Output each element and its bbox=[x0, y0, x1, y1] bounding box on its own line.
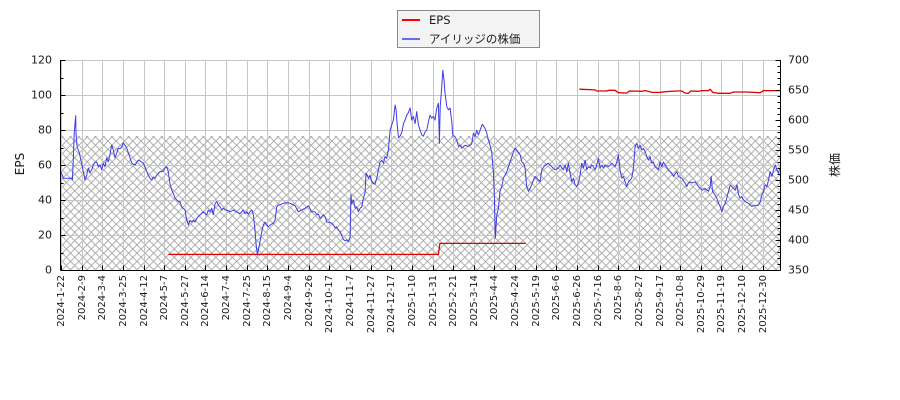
x-tick-label: 2024-11-7 bbox=[345, 275, 356, 327]
x-tick-label: 2024-8-15 bbox=[262, 275, 273, 327]
x-tick-label: 2025-12-10 bbox=[737, 275, 748, 333]
legend-swatch-blue-line-icon bbox=[402, 38, 420, 40]
x-tick-label: 2024-1-22 bbox=[56, 275, 67, 327]
x-tick-label: 2025-5-19 bbox=[531, 275, 542, 327]
x-tick-label: 2025-8-27 bbox=[634, 275, 645, 327]
y-axis-right-tick-labels: 350 400 450 500 550 600 650 700 bbox=[788, 54, 809, 277]
x-tick-label: 2024-6-14 bbox=[200, 275, 211, 327]
y-right-tick-label: 500 bbox=[788, 174, 809, 187]
legend-item-eps[interactable]: EPS bbox=[398, 11, 539, 29]
y-right-tick-label: 350 bbox=[788, 264, 809, 277]
x-tick-label: 2024-9-4 bbox=[283, 275, 294, 320]
hatch-region bbox=[61, 135, 780, 270]
x-tick-label: 2024-4-12 bbox=[139, 275, 150, 327]
x-tick-label: 2025-11-19 bbox=[716, 275, 727, 333]
x-tick-label: 2024-12-17 bbox=[386, 275, 397, 333]
legend: EPS アイリッジの株価 bbox=[397, 10, 540, 48]
legend-label-stock-price: アイリッジの株価 bbox=[429, 32, 521, 46]
y-left-tick-label: 40 bbox=[38, 194, 52, 207]
y-right-tick-label: 550 bbox=[788, 144, 809, 157]
x-tick-label: 2025-1-31 bbox=[428, 275, 439, 327]
x-tick-label: 2025-10-29 bbox=[696, 275, 707, 333]
y-right-tick-label: 700 bbox=[788, 54, 809, 67]
x-tick-label: 2025-9-17 bbox=[655, 275, 666, 327]
legend-item-stock-price[interactable]: アイリッジの株価 bbox=[398, 30, 539, 48]
x-tick-label: 2025-3-14 bbox=[469, 275, 480, 327]
y-right-tick-label: 650 bbox=[788, 84, 809, 97]
x-tick-label: 2024-7-4 bbox=[221, 275, 232, 320]
stock-price-line bbox=[61, 69, 780, 256]
x-tick-label: 2024-2-9 bbox=[77, 275, 88, 320]
x-tick-label: 2024-10-17 bbox=[324, 275, 335, 333]
y-left-tick-label: 120 bbox=[31, 54, 52, 67]
y-left-tick-label: 80 bbox=[38, 124, 52, 137]
x-tick-label: 2024-7-25 bbox=[242, 275, 253, 327]
y-left-tick-label: 100 bbox=[31, 89, 52, 102]
x-tick-label: 2025-8-6 bbox=[613, 275, 624, 320]
x-tick-label: 2025-6-6 bbox=[551, 275, 562, 320]
x-axis-tick-labels: 2024-1-22 2024-2-9 2024-3-4 2024-3-25 2024-4… bbox=[56, 275, 769, 333]
x-tick-label: 2025-1-10 bbox=[407, 275, 418, 327]
x-tick-label: 2025-10-8 bbox=[675, 275, 686, 327]
x-tick-label: 2024-5-7 bbox=[159, 275, 170, 320]
x-tick-label: 2024-11-27 bbox=[366, 275, 377, 333]
y-axis-right-label: 株価 bbox=[828, 152, 842, 178]
axes bbox=[60, 60, 781, 271]
x-tick-label: 2025-4-4 bbox=[489, 275, 500, 320]
x-tick-label: 2025-4-24 bbox=[510, 275, 521, 327]
y-left-tick-label: 60 bbox=[38, 159, 52, 172]
grid-lines bbox=[61, 60, 780, 271]
x-tick-label: 2024-3-25 bbox=[118, 275, 129, 327]
y-left-tick-label: 20 bbox=[38, 229, 52, 242]
x-tick-label: 2025-6-26 bbox=[572, 275, 583, 327]
x-tick-label: 2025-2-21 bbox=[448, 275, 459, 327]
y-right-tick-label: 400 bbox=[788, 234, 809, 247]
y-left-tick-label: 0 bbox=[45, 264, 52, 277]
x-tick-label: 2024-5-27 bbox=[180, 275, 191, 327]
legend-label-eps: EPS bbox=[429, 13, 451, 27]
eps-line bbox=[168, 242, 526, 256]
eps-line bbox=[579, 88, 780, 94]
y-right-tick-label: 450 bbox=[788, 204, 809, 217]
x-tick-label: 2024-3-4 bbox=[97, 275, 108, 320]
plot-series bbox=[61, 69, 780, 256]
x-tick-label: 2025-12-30 bbox=[758, 275, 769, 333]
y-axis-left-label: EPS bbox=[13, 152, 27, 176]
hatch-band bbox=[61, 135, 780, 270]
legend-swatch-red-line-icon bbox=[402, 19, 420, 21]
x-tick-label: 2024-9-26 bbox=[304, 275, 315, 327]
y-axis-left-tick-labels: 0 20 40 60 80 100 120 bbox=[31, 54, 52, 277]
y-right-tick-label: 600 bbox=[788, 114, 809, 127]
x-tick-label: 2025-7-16 bbox=[593, 275, 604, 327]
